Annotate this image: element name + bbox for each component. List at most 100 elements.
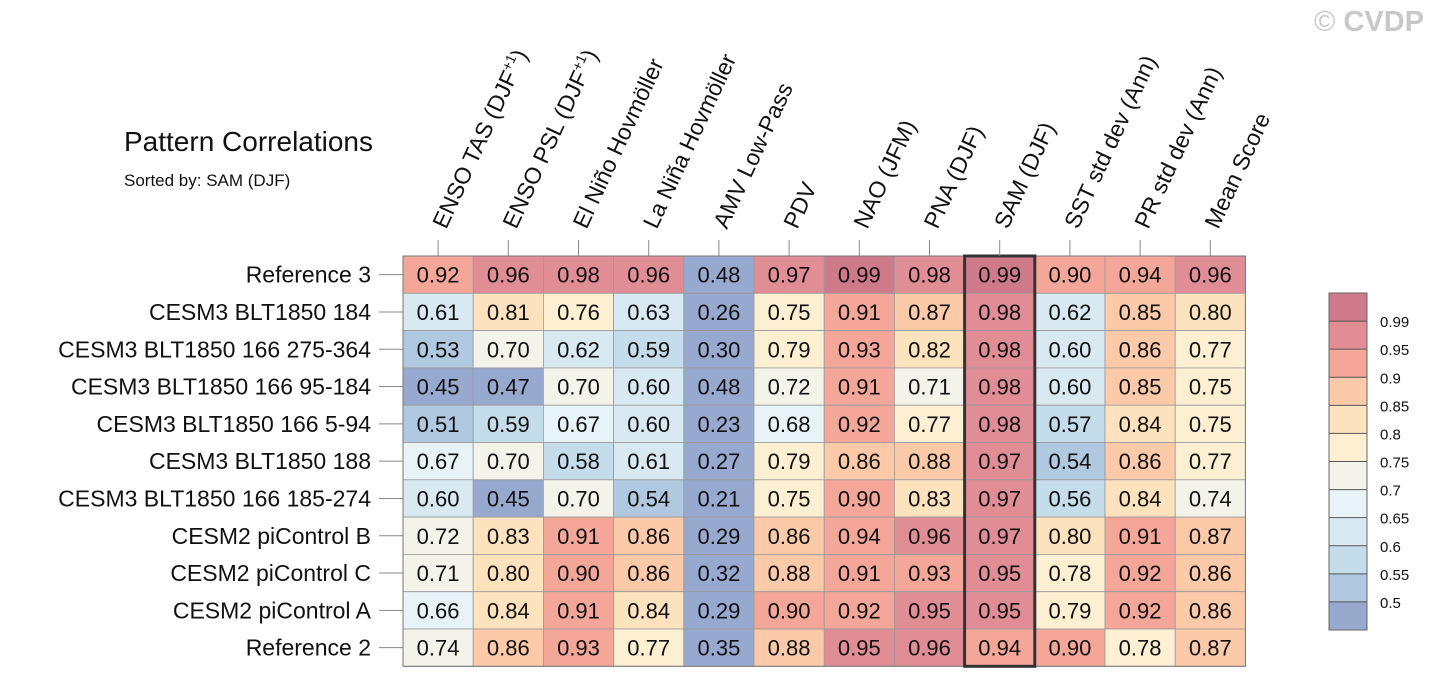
cell-value: 0.47 (487, 375, 530, 400)
cell-value: 0.86 (1189, 598, 1232, 623)
cell-value: 0.91 (557, 524, 600, 549)
cell-value: 0.72 (768, 375, 811, 400)
column-label: PDV (778, 178, 822, 232)
colorbar-label: 0.6 (1380, 539, 1401, 556)
heatmap-cell (753, 516, 825, 555)
heatmap-cell (472, 404, 544, 443)
heatmap-cell (543, 516, 615, 555)
cell-value: 0.98 (978, 412, 1021, 437)
heatmap-cell (472, 628, 544, 667)
colorbar-segment (1329, 321, 1367, 350)
cell-value: 0.77 (627, 636, 670, 661)
heatmap-cell (472, 479, 544, 518)
heatmap-cell (543, 404, 615, 443)
heatmap-cell (402, 628, 474, 667)
watermark: © CVDP (1314, 6, 1424, 39)
heatmap-cell (823, 330, 895, 369)
cell-value: 0.70 (557, 486, 600, 511)
colorbar-label: 0.5 (1380, 595, 1401, 612)
cell-value: 0.77 (1189, 337, 1232, 362)
column-label: PNA (DJF) (918, 122, 988, 233)
cell-value: 0.29 (697, 598, 740, 623)
heatmap-cell (1034, 292, 1106, 331)
heatmap-cell (613, 330, 685, 369)
cell-value: 0.95 (838, 636, 881, 661)
heatmap-cell (472, 292, 544, 331)
row-label: CESM2 piControl C (170, 560, 371, 586)
cell-value: 0.80 (487, 561, 530, 586)
cell-value: 0.62 (1048, 300, 1091, 325)
cell-value: 0.48 (697, 263, 740, 288)
cell-value: 0.92 (1119, 561, 1162, 586)
cell-value: 0.86 (1189, 561, 1232, 586)
cell-value: 0.66 (417, 598, 460, 623)
cell-value: 0.60 (1048, 375, 1091, 400)
row-label: CESM3 BLT1850 166 95-184 (71, 374, 371, 400)
cell-value: 0.97 (978, 524, 1021, 549)
column-label: SAM (DJF) (989, 118, 1061, 232)
heatmap-cell (1034, 255, 1106, 294)
cell-value: 0.48 (697, 375, 740, 400)
cell-value: 0.91 (557, 598, 600, 623)
cell-value: 0.74 (1189, 486, 1232, 511)
heatmap-cell (402, 554, 474, 593)
cell-value: 0.96 (908, 524, 951, 549)
cell-value: 0.99 (838, 263, 881, 288)
heatmap-cell (753, 442, 825, 481)
cell-value: 0.97 (978, 486, 1021, 511)
cell-value: 0.84 (1119, 412, 1162, 437)
colorbar-label: 0.9 (1380, 370, 1401, 387)
cell-value: 0.85 (1119, 375, 1162, 400)
cell-value: 0.75 (1189, 412, 1232, 437)
cell-value: 0.98 (978, 300, 1021, 325)
cell-value: 0.68 (768, 412, 811, 437)
heatmap-cell (402, 292, 474, 331)
heatmap-cell (613, 442, 685, 481)
row-label: CESM3 BLT1850 166 185-274 (58, 485, 371, 511)
cell-value: 0.77 (908, 412, 951, 437)
cell-value: 0.93 (557, 636, 600, 661)
cell-value: 0.93 (908, 561, 951, 586)
cell-value: 0.86 (487, 636, 530, 661)
cell-value: 0.79 (768, 337, 811, 362)
cell-value: 0.83 (908, 486, 951, 511)
colorbar-label: 0.8 (1380, 426, 1401, 443)
cell-value: 0.75 (1189, 375, 1232, 400)
chart-title: Pattern Correlations (124, 126, 374, 157)
cell-value: 0.90 (1048, 263, 1091, 288)
cell-value: 0.60 (1048, 337, 1091, 362)
cell-value: 0.96 (627, 263, 670, 288)
colorbar-segment (1329, 405, 1367, 434)
heatmap-cell (894, 330, 966, 369)
cell-value: 0.86 (768, 524, 811, 549)
cell-value: 0.97 (978, 449, 1021, 474)
heatmap-cell (753, 292, 825, 331)
heatmap-cell (402, 367, 474, 406)
heatmap-cell (613, 292, 685, 331)
cell-value: 0.71 (417, 561, 460, 586)
cell-value: 0.26 (697, 300, 740, 325)
colorbar-label: 0.85 (1380, 398, 1409, 415)
heatmap-cell (894, 367, 966, 406)
cell-value: 0.85 (1119, 300, 1162, 325)
cell-value: 0.86 (838, 449, 881, 474)
cell-value: 0.32 (697, 561, 740, 586)
heatmap-cell (613, 404, 685, 443)
heatmap-cell (823, 404, 895, 443)
cell-value: 0.45 (417, 375, 460, 400)
colorbar-segment (1329, 545, 1367, 574)
cell-value: 0.87 (1189, 524, 1232, 549)
row-label: CESM2 piControl A (173, 597, 372, 623)
cell-value: 0.57 (1048, 412, 1091, 437)
heatmap-cell (964, 255, 1036, 294)
heatmap-cell (1034, 442, 1106, 481)
cell-value: 0.71 (908, 375, 951, 400)
cell-value: 0.61 (627, 449, 670, 474)
colorbar-label: 0.7 (1380, 483, 1401, 500)
cell-value: 0.92 (838, 598, 881, 623)
cell-value: 0.98 (978, 375, 1021, 400)
row-label: CESM2 piControl B (172, 523, 371, 549)
heatmap-cell (1104, 255, 1176, 294)
cell-value: 0.35 (697, 636, 740, 661)
